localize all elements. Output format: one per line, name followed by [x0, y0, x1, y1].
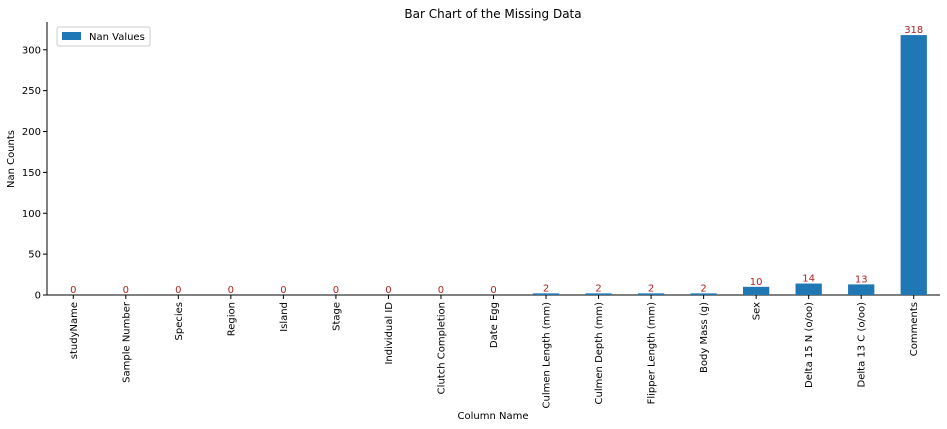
bar [637, 293, 665, 295]
bar [690, 293, 717, 295]
x-tick-label: Culmen Length (mm) [542, 302, 553, 409]
y-tick-label: 200 [22, 127, 41, 138]
data-label: 0 [333, 285, 339, 296]
data-label: 14 [802, 274, 815, 285]
legend-label: Nan Values [89, 32, 145, 43]
data-label: 10 [750, 277, 763, 288]
data-label: 2 [700, 283, 706, 294]
bar [795, 283, 822, 295]
chart-title: Bar Chart of the Missing Data [404, 7, 581, 21]
bar [900, 35, 927, 295]
data-label: 2 [648, 283, 654, 294]
data-label: 0 [490, 285, 496, 296]
data-label: 13 [855, 274, 868, 285]
x-tick-label: Flipper Length (mm) [647, 302, 658, 405]
x-tick-label: Individual ID [384, 302, 395, 365]
legend-frame [56, 26, 151, 47]
x-tick-label: studyName [69, 302, 80, 359]
y-tick-label: 250 [22, 86, 41, 97]
data-label: 0 [280, 285, 286, 296]
x-tick-label: Sample Number [121, 301, 132, 383]
data-label: 2 [543, 283, 549, 294]
data-label: 0 [175, 285, 181, 296]
data-label: 0 [438, 285, 444, 296]
x-tick-label: Species [174, 302, 185, 341]
y-tick-label: 300 [22, 45, 41, 56]
x-tick-label: Sex [752, 302, 763, 320]
data-label: 2 [595, 283, 601, 294]
x-tick-label: Body Mass (g) [699, 302, 710, 373]
data-label: 0 [385, 285, 391, 296]
x-tick-label: Date Egg [489, 302, 500, 348]
x-tick-label: Delta 15 N (o/oo) [804, 302, 815, 388]
legend-swatch [62, 32, 81, 40]
x-tick-label: Region [226, 302, 237, 336]
y-tick-label: 150 [22, 168, 41, 179]
bar [532, 293, 560, 295]
data-label: 318 [904, 25, 923, 36]
y-tick-label: 50 [28, 250, 41, 261]
bar [585, 293, 612, 295]
x-tick-label: Culmen Depth (mm) [594, 302, 605, 405]
legend: Nan Values [56, 26, 151, 47]
x-tick-label: Island [279, 302, 290, 332]
x-tick-label: Clutch Completion [436, 302, 447, 394]
x-tick-label: Delta 13 C (o/oo) [857, 302, 868, 388]
y-tick-label: 0 [35, 291, 41, 302]
y-tick-label: 100 [22, 209, 41, 220]
data-label: 0 [123, 285, 129, 296]
data-label: 0 [228, 285, 234, 296]
x-axis-label: Column Name [458, 411, 529, 422]
y-axis-label: Nan Counts [6, 130, 17, 188]
data-label: 0 [70, 285, 76, 296]
bar [848, 284, 875, 295]
x-tick-label: Stage [331, 302, 342, 331]
x-tick-label: Comments [909, 302, 920, 356]
bar [743, 286, 770, 295]
